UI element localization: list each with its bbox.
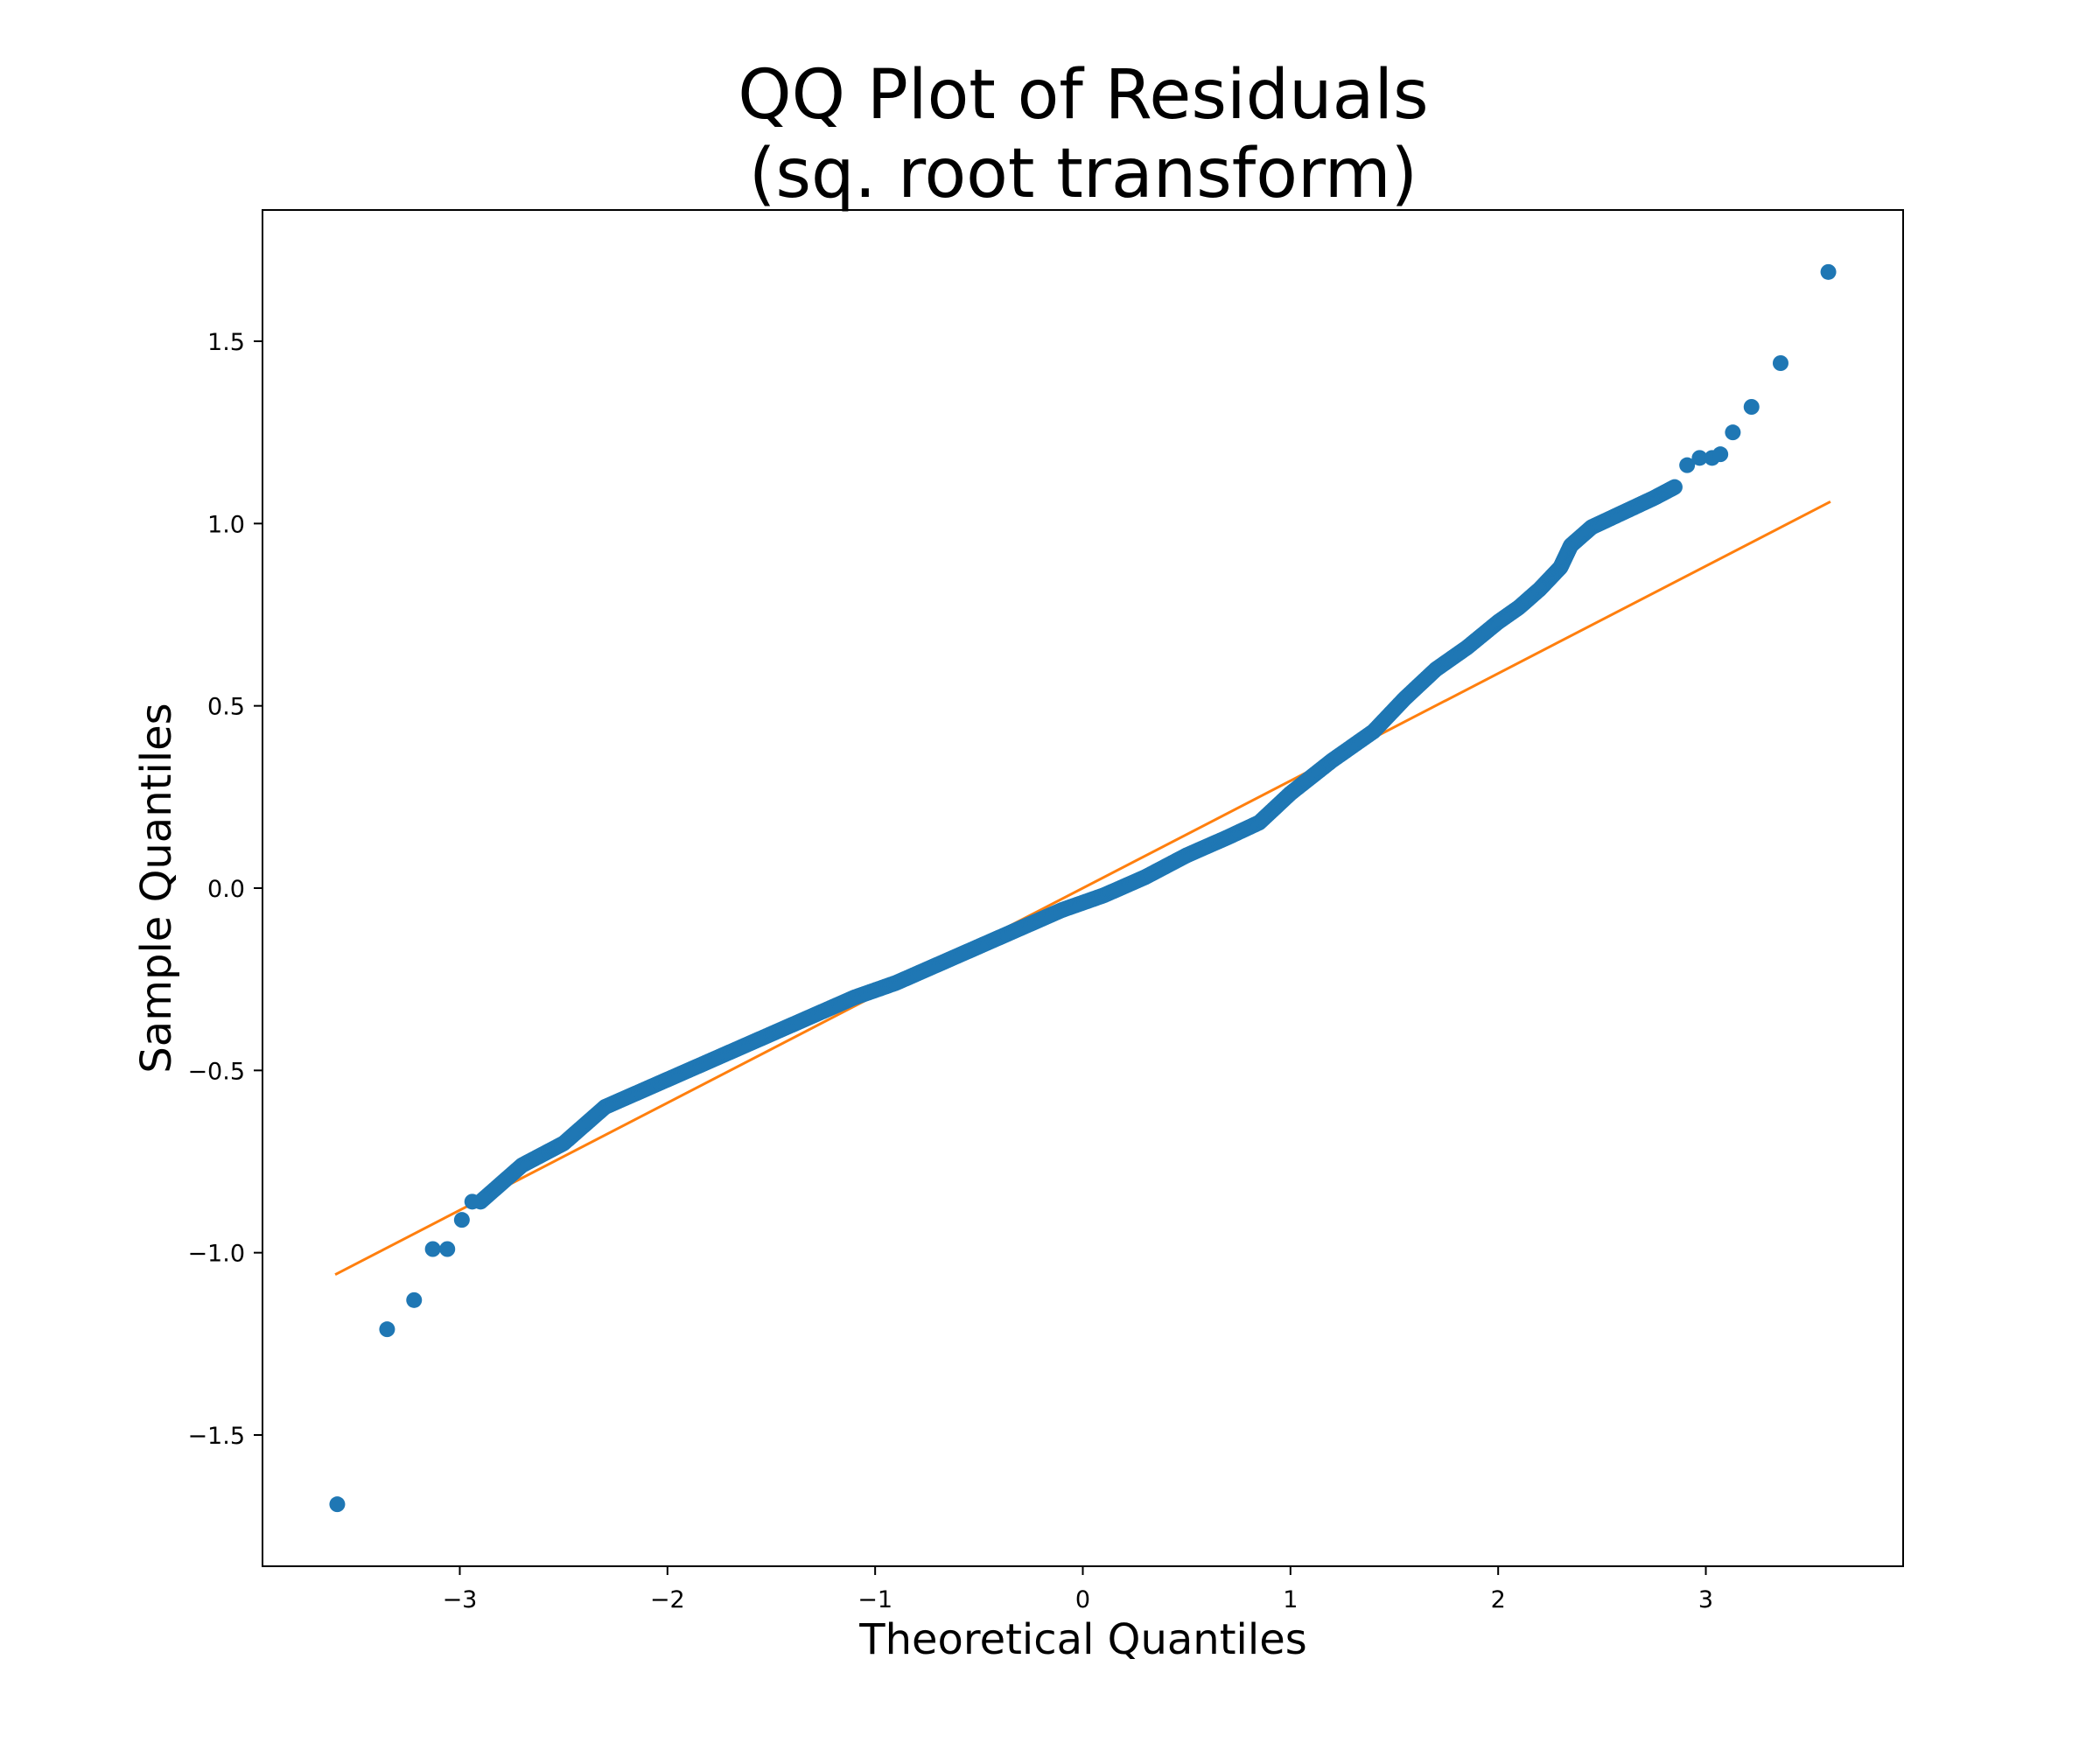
outlier-point	[1772, 355, 1788, 371]
outlier-point	[1820, 263, 1837, 280]
chart-title-line-2: (sq. root transform)	[749, 135, 1418, 214]
chart-title-line-1: QQ Plot of Residuals	[738, 56, 1428, 135]
y-tick-label: 1.0	[207, 511, 245, 538]
x-axis-ticks: −3 −2 −1 0 1 2 3	[443, 1566, 1713, 1614]
y-tick-label: 0.0	[207, 876, 245, 903]
y-axis-label: Sample Quantiles	[132, 703, 181, 1073]
reference-line	[334, 500, 1831, 1276]
y-tick-label: 1.5	[207, 329, 245, 356]
outlier-point	[406, 1292, 423, 1308]
outlier-point	[464, 1194, 480, 1210]
outlier-point	[1691, 450, 1708, 466]
points-layer	[329, 263, 1837, 1513]
y-axis-ticks: −1.5 −1.0 −0.5 0.0 0.5 1.0 1.5	[187, 329, 262, 1450]
outlier-point	[329, 1496, 346, 1513]
outlier-point	[439, 1241, 456, 1257]
x-axis-label: Theoretical Quantiles	[858, 1615, 1306, 1664]
outlier-point	[1712, 446, 1729, 463]
plot-area	[329, 263, 1837, 1513]
x-tick-label: 0	[1075, 1586, 1090, 1614]
x-tick-label: 3	[1698, 1586, 1713, 1614]
outlier-point	[1679, 457, 1696, 473]
outlier-point	[1743, 399, 1760, 415]
y-tick-label: −1.0	[187, 1241, 245, 1268]
x-tick-label: −1	[858, 1586, 892, 1614]
outlier-point	[379, 1321, 396, 1338]
reference-line-layer	[334, 500, 1831, 1276]
y-tick-label: 0.5	[207, 694, 245, 721]
x-tick-label: −3	[443, 1586, 478, 1614]
y-tick-label: −0.5	[187, 1058, 245, 1085]
outlier-point	[453, 1212, 470, 1228]
outlier-point	[1725, 424, 1741, 441]
y-tick-label: −1.5	[187, 1423, 245, 1450]
data-point	[1666, 479, 1683, 495]
x-tick-label: 2	[1491, 1586, 1506, 1614]
x-tick-label: 1	[1283, 1586, 1298, 1614]
x-tick-label: −2	[650, 1586, 685, 1614]
outlier-point	[424, 1241, 441, 1257]
